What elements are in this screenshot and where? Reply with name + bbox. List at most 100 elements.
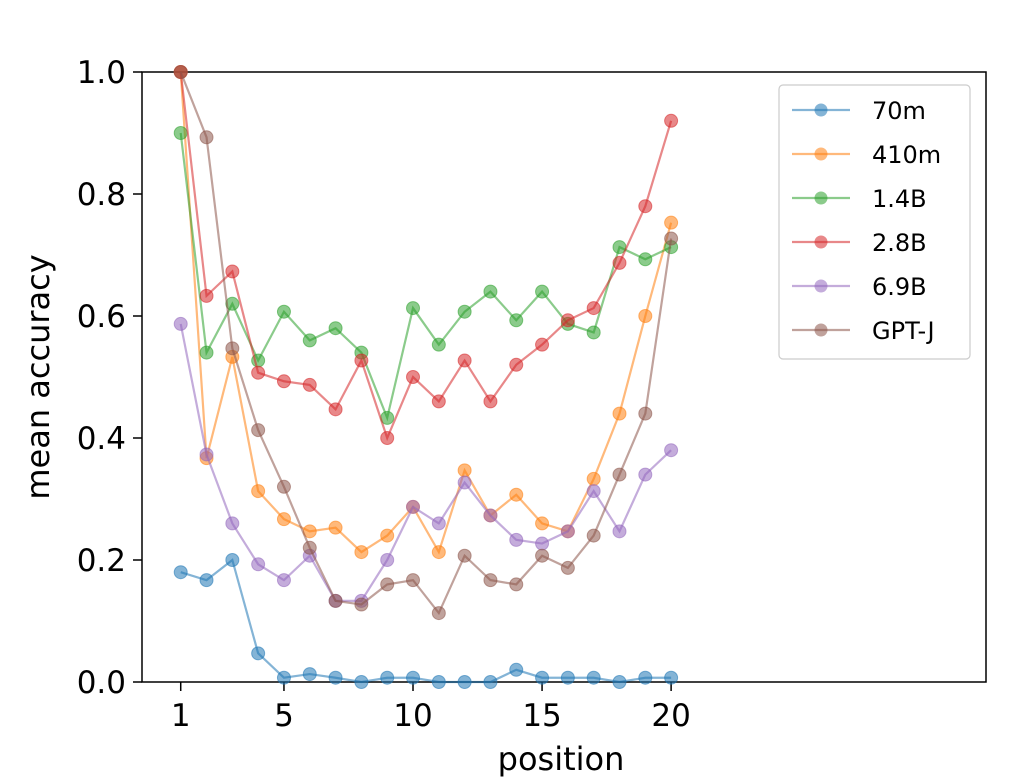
data-point xyxy=(509,532,524,547)
legend-label: 70m xyxy=(872,97,926,125)
legend-marker xyxy=(814,191,828,205)
data-point xyxy=(638,252,653,267)
data-point xyxy=(225,516,240,531)
data-point xyxy=(199,288,214,303)
data-point xyxy=(302,540,317,555)
y-tick-label: 0.8 xyxy=(77,177,126,213)
legend-item: GPT-J xyxy=(792,317,935,345)
data-point xyxy=(612,467,627,482)
data-point xyxy=(302,333,317,348)
data-point xyxy=(509,662,524,677)
x-tick-label: 1 xyxy=(171,698,191,734)
x-tick-label: 10 xyxy=(393,698,432,734)
data-point xyxy=(483,675,498,689)
series-line xyxy=(180,558,672,684)
data-point xyxy=(173,65,188,79)
data-point xyxy=(199,447,214,462)
x-tick-label: 5 xyxy=(274,698,294,734)
data-point xyxy=(612,255,627,270)
y-tick-label: 1.0 xyxy=(77,55,126,91)
data-point xyxy=(535,670,550,685)
series-layer xyxy=(173,65,679,689)
data-point xyxy=(380,670,395,685)
data-point xyxy=(354,597,369,612)
data-point xyxy=(612,524,627,539)
data-point xyxy=(276,512,291,527)
y-axis-title: mean accuracy xyxy=(19,254,57,499)
series-line xyxy=(179,71,673,442)
y-tick-label: 0.4 xyxy=(77,421,126,457)
data-point xyxy=(509,577,524,592)
data-point xyxy=(638,406,653,421)
data-point xyxy=(431,337,446,352)
x-axis: 1 5 10 15 20 xyxy=(171,682,691,734)
data-point xyxy=(251,365,266,380)
data-point xyxy=(276,573,291,588)
data-point xyxy=(483,573,498,588)
data-point xyxy=(276,670,291,685)
data-point xyxy=(406,370,421,384)
data-point xyxy=(328,670,343,685)
legend-label: GPT-J xyxy=(872,317,935,345)
data-point xyxy=(328,593,343,608)
legend-label: 410m xyxy=(872,141,941,169)
data-point xyxy=(586,484,601,499)
legend-marker xyxy=(814,235,828,249)
series-1.4B xyxy=(173,126,679,425)
series-410m xyxy=(173,65,679,560)
data-point xyxy=(406,573,421,588)
data-point xyxy=(586,325,601,340)
data-point xyxy=(431,675,446,689)
data-point xyxy=(586,670,601,685)
data-point xyxy=(173,316,188,331)
series-70m xyxy=(173,553,679,689)
legend-item: 70m xyxy=(792,97,926,125)
data-point xyxy=(199,130,214,145)
data-point xyxy=(380,431,395,445)
data-point xyxy=(406,670,421,685)
data-point xyxy=(535,337,550,352)
data-point xyxy=(560,524,575,539)
data-point xyxy=(509,357,524,372)
legend-marker xyxy=(814,147,828,161)
data-point xyxy=(535,536,550,551)
data-point xyxy=(380,553,395,567)
x-tick-label: 15 xyxy=(522,698,561,734)
data-point xyxy=(431,545,446,560)
data-point xyxy=(251,484,266,499)
legend-item: 2.8B xyxy=(792,229,927,257)
data-point xyxy=(638,199,653,214)
data-point xyxy=(225,553,240,567)
series-GPT-J xyxy=(173,65,679,621)
data-point xyxy=(173,126,188,140)
data-point xyxy=(586,301,601,316)
data-point xyxy=(638,467,653,482)
data-point xyxy=(586,471,601,486)
data-point xyxy=(560,560,575,575)
data-point xyxy=(302,377,317,392)
data-point xyxy=(328,520,343,535)
data-point xyxy=(612,406,627,421)
data-point xyxy=(664,113,679,128)
data-point xyxy=(509,487,524,502)
data-point xyxy=(457,463,472,478)
data-point xyxy=(509,313,524,328)
data-point xyxy=(406,499,421,514)
legend-label: 2.8B xyxy=(872,229,927,257)
y-axis: 0.0 0.2 0.4 0.6 0.8 1.0 xyxy=(77,55,142,701)
y-tick-label: 0.6 xyxy=(77,299,126,335)
data-point xyxy=(483,284,498,299)
data-point xyxy=(457,353,472,368)
data-point xyxy=(457,675,472,689)
data-point xyxy=(406,301,421,316)
data-point xyxy=(457,548,472,563)
data-point xyxy=(638,309,653,323)
data-point xyxy=(483,508,498,523)
data-point xyxy=(302,667,317,682)
series-2.8B xyxy=(173,65,679,445)
data-point xyxy=(199,345,214,360)
data-point xyxy=(664,670,679,685)
y-tick-label: 0.2 xyxy=(77,543,126,579)
data-point xyxy=(560,670,575,685)
